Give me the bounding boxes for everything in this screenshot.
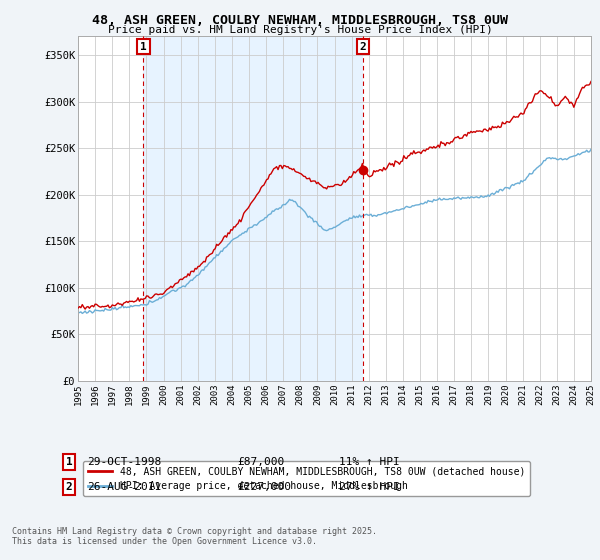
Legend: 48, ASH GREEN, COULBY NEWHAM, MIDDLESBROUGH, TS8 0UW (detached house), HPI: Aver: 48, ASH GREEN, COULBY NEWHAM, MIDDLESBRO… bbox=[83, 461, 530, 496]
Bar bbox=[143, 36, 363, 381]
Text: 29-OCT-1998: 29-OCT-1998 bbox=[87, 457, 161, 467]
Text: 26-AUG-2011: 26-AUG-2011 bbox=[87, 482, 161, 492]
Text: £227,000: £227,000 bbox=[237, 482, 291, 492]
Text: 27% ↑ HPI: 27% ↑ HPI bbox=[339, 482, 400, 492]
Text: 1: 1 bbox=[65, 457, 73, 467]
Text: Price paid vs. HM Land Registry's House Price Index (HPI): Price paid vs. HM Land Registry's House … bbox=[107, 25, 493, 35]
Text: 48, ASH GREEN, COULBY NEWHAM, MIDDLESBROUGH, TS8 0UW: 48, ASH GREEN, COULBY NEWHAM, MIDDLESBRO… bbox=[92, 14, 508, 27]
Text: Contains HM Land Registry data © Crown copyright and database right 2025.
This d: Contains HM Land Registry data © Crown c… bbox=[12, 526, 377, 546]
Text: £87,000: £87,000 bbox=[237, 457, 284, 467]
Text: 1: 1 bbox=[140, 41, 147, 52]
Text: 2: 2 bbox=[65, 482, 73, 492]
Text: 2: 2 bbox=[359, 41, 366, 52]
Text: 11% ↑ HPI: 11% ↑ HPI bbox=[339, 457, 400, 467]
